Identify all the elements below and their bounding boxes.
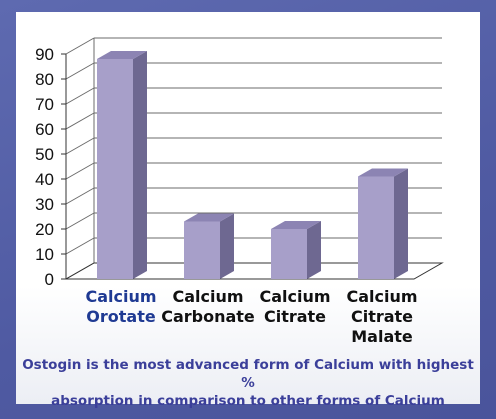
grid-depth-line [65, 112, 95, 130]
x-tick-label: Calcium [172, 287, 243, 306]
grid-depth-line [65, 37, 95, 55]
y-tick-label: 60 [35, 120, 54, 139]
bar-top [97, 51, 147, 59]
x-tick-label: Calcium [259, 287, 330, 306]
bar-side [307, 221, 321, 279]
grid-depth-line [65, 87, 95, 105]
y-tick-label: 90 [35, 45, 54, 64]
caption-line-2: absorption in comparison to other forms … [51, 393, 445, 409]
x-tick-label: Calcium [346, 287, 417, 306]
grid-depth-line [65, 187, 95, 205]
x-tick-label: Citrate [351, 307, 413, 326]
grid-depth-line [65, 162, 95, 180]
y-tick-label: 0 [45, 270, 54, 289]
x-tick-label: Citrate [264, 307, 326, 326]
y-tick-label: 20 [35, 220, 54, 239]
y-tick-label: 80 [35, 70, 54, 89]
bar-top [271, 221, 321, 229]
bar-top [358, 168, 408, 177]
x-tick-label: Calcium [85, 287, 156, 306]
caption-line-1: Ostogin is the most advanced form of Cal… [22, 357, 474, 391]
y-tick-label: 10 [35, 245, 54, 264]
grid-depth-line [65, 137, 95, 155]
bar [358, 176, 394, 279]
bar-side [133, 51, 147, 279]
y-tick-label: 40 [35, 170, 54, 189]
x-tick-label: Malate [351, 327, 413, 346]
grid-depth-line [65, 62, 95, 80]
chart-caption: Ostogin is the most advanced form of Cal… [16, 356, 480, 410]
grid-depth-line [65, 237, 95, 255]
y-tick-label: 70 [35, 95, 54, 114]
y-tick-label: 30 [35, 195, 54, 214]
bar [97, 59, 133, 279]
grid-depth-line [65, 212, 95, 230]
x-tick-label: Orotate [86, 307, 156, 326]
bar [184, 221, 220, 279]
bar-side [394, 168, 408, 279]
bar-side [220, 213, 234, 279]
bar [271, 229, 307, 279]
y-tick-label: 50 [35, 145, 54, 164]
bar-top [184, 213, 234, 222]
x-tick-label: Carbonate [161, 307, 255, 326]
